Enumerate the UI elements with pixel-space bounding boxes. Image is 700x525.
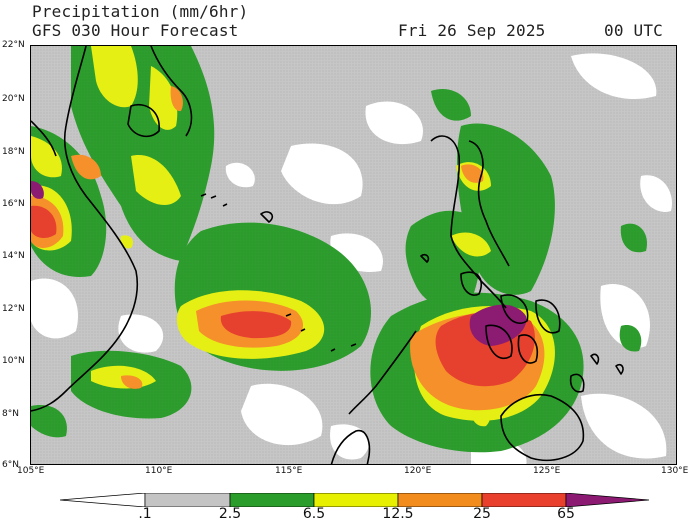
lon-label-125: 125°E [533,466,561,476]
colorbar-orange [397,493,483,507]
valid-date: Fri 26 Sep 2025 [398,21,546,40]
colorbar-lowest-white [60,493,146,507]
lat-label-16: 16°N [2,199,25,209]
lat-label-8: 8°N [2,409,19,419]
colorbar-red [481,493,567,507]
colorbar-yellow [313,493,399,507]
colorbar-green [229,493,315,507]
colorbar-label-0.1: .1 [138,506,152,522]
lat-label-10: 10°N [2,356,25,366]
colorbar-label-65: 65 [557,506,575,522]
precip-colorbar [60,493,650,507]
valid-time: 00 UTC [604,21,663,40]
lat-label-20: 20°N [2,94,25,104]
lat-label-6: 6°N [2,460,19,470]
lon-label-120: 120°E [404,466,432,476]
chart-title: Precipitation (mm/6hr) [32,2,249,21]
precip-band-purple [31,181,527,346]
lon-label-110: 110°E [145,466,173,476]
colorbar-label-12.5: 12.5 [382,506,414,522]
colorbar-label-6.5: 6.5 [302,506,326,522]
chart-subtitle: GFS 030 Hour Forecast [32,21,239,40]
lat-label-22: 22°N [2,40,25,50]
colorbar-label-2.5: 2.5 [218,506,242,522]
lat-label-14: 14°N [2,251,25,261]
map-canvas [31,46,676,464]
lon-label-115: 115°E [275,466,303,476]
coastlines [31,46,624,464]
colorbar-purple [565,493,650,507]
colorbar-label-25: 25 [473,506,491,522]
lon-label-130: 130°E [661,466,689,476]
precipitation-map [30,45,677,465]
lon-label-105: 105°E [17,466,45,476]
lat-label-12: 12°N [2,304,25,314]
lat-label-18: 18°N [2,147,25,157]
colorbar-gray [144,493,231,507]
